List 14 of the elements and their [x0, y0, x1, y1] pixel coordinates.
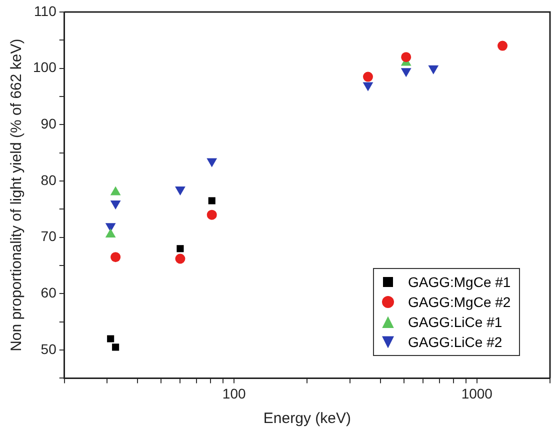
y-tick-label: 60 [40, 284, 57, 301]
legend-label: GAGG:MgCe #2 [408, 293, 511, 312]
legend-label: GAGG:LiCe #2 [408, 333, 502, 352]
y-tick-label: 100 [33, 59, 57, 76]
legend-label: GAGG:LiCe #1 [408, 313, 502, 332]
y-axis-title: Non proportionality of light yield (% of 662 keV) [8, 38, 26, 352]
y-tick-label: 80 [40, 172, 57, 188]
legend-label: GAGG:MgCe #1 [408, 273, 511, 292]
y-tick-label: 90 [40, 116, 57, 132]
x-axis-title: Energy (keV) [263, 410, 351, 428]
y-tick-label: 50 [40, 340, 57, 357]
y-tick-label: 70 [40, 228, 57, 244]
x-tick-label: 1000 [461, 385, 493, 402]
y-tick-label: 110 [34, 2, 57, 19]
